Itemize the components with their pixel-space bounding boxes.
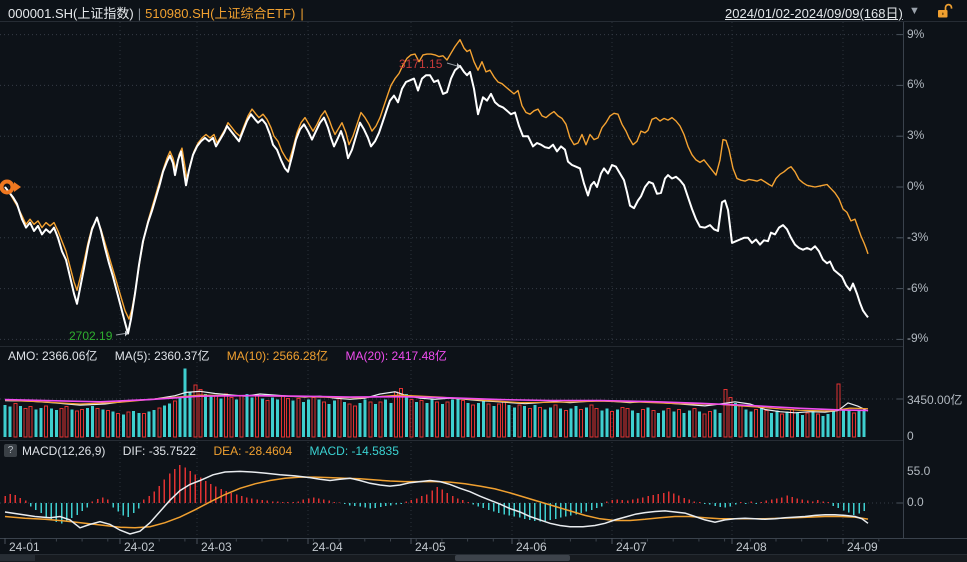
main-y-label--6pct: -6% (907, 280, 929, 295)
x-label-24-04: 24-04 (312, 540, 343, 554)
x-label-24-07: 24-07 (616, 540, 647, 554)
scrollbar-thumb[interactable] (455, 555, 570, 561)
header-symbols: 000001.SH(上证指数) | 510980.SH(上证综合ETF) | (8, 3, 304, 22)
volume-ma20-line (4, 394, 869, 412)
primary-symbol-label[interactable]: 000001.SH(上证指数) (8, 6, 134, 21)
macd-params: MACD(12,26,9) (22, 444, 106, 458)
x-label-24-01: 24-01 (9, 540, 40, 554)
main-chart-plot[interactable] (0, 22, 903, 346)
main-y-label-9pct: 9% (907, 26, 925, 41)
secondary-symbol-label[interactable]: 510980.SH(上证综合ETF) (145, 6, 296, 21)
date-range-selector[interactable]: 2024/01/02-2024/09/09(168日) (725, 6, 903, 21)
main-y-label-0pct: 0% (907, 179, 925, 193)
x-label-24-06: 24-06 (516, 540, 547, 554)
sh-index-line (4, 64, 869, 335)
main-y-label-3pct: 3% (907, 128, 925, 143)
amo-value: AMO: 2366.06亿 (8, 349, 98, 363)
series-start-arrow-icon (14, 182, 21, 192)
header-divider-2: | (300, 6, 304, 21)
macd-panel-plot[interactable] (0, 460, 903, 538)
amo-indicator-row: AMO: 2366.06亿 MA(5): 2360.37亿 MA(10): 25… (8, 347, 461, 364)
macd-y-label-55: 55.0 (907, 463, 931, 478)
amo-ma20-value: MA(20): 2417.48亿 (345, 349, 447, 363)
macd-dif-value: DIF: -35.7522 (122, 444, 197, 458)
volume-y-label-0: 0 (907, 429, 914, 443)
amo-ma5-value: MA(5): 2360.37亿 (114, 349, 210, 363)
scrollbar-left-segment[interactable] (0, 555, 35, 561)
amo-ma10-value: MA(10): 2566.28亿 (226, 349, 329, 363)
x-label-24-03: 24-03 (201, 540, 232, 554)
macd-dif-line (4, 470, 869, 535)
x-label-24-09: 24-09 (847, 540, 878, 554)
main-y-label--3pct: -3% (907, 229, 929, 244)
macd-dea-value: DEA: -28.4604 (213, 444, 293, 458)
macd-histogram (4, 465, 865, 524)
chevron-down-icon[interactable]: ▼ (909, 5, 920, 17)
macd-indicator-row: MACD(12,26,9) DIF: -35.7522 DEA: -28.460… (22, 444, 399, 458)
main-y-label-6pct: 6% (907, 77, 925, 92)
macd-y-label-0: 0.0 (907, 495, 924, 509)
series-start-marker (0, 179, 15, 195)
help-icon[interactable]: ? (4, 444, 17, 457)
volume-bars (3, 368, 866, 438)
low-price-label: 2702.19 (69, 329, 113, 343)
high-price-label: 3171.15 (399, 57, 443, 71)
x-label-24-05: 24-05 (415, 540, 446, 554)
unlock-icon[interactable] (936, 3, 953, 25)
volume-panel-plot[interactable] (0, 362, 903, 440)
macd-value: MACD: -14.5835 (309, 444, 399, 458)
x-label-24-02: 24-02 (124, 540, 155, 554)
x-label-24-08: 24-08 (736, 540, 767, 554)
header-divider-1: | (137, 6, 142, 21)
main-y-label--9pct: -9% (907, 331, 929, 346)
volume-y-label-3450: 3450.00亿 (907, 393, 963, 407)
